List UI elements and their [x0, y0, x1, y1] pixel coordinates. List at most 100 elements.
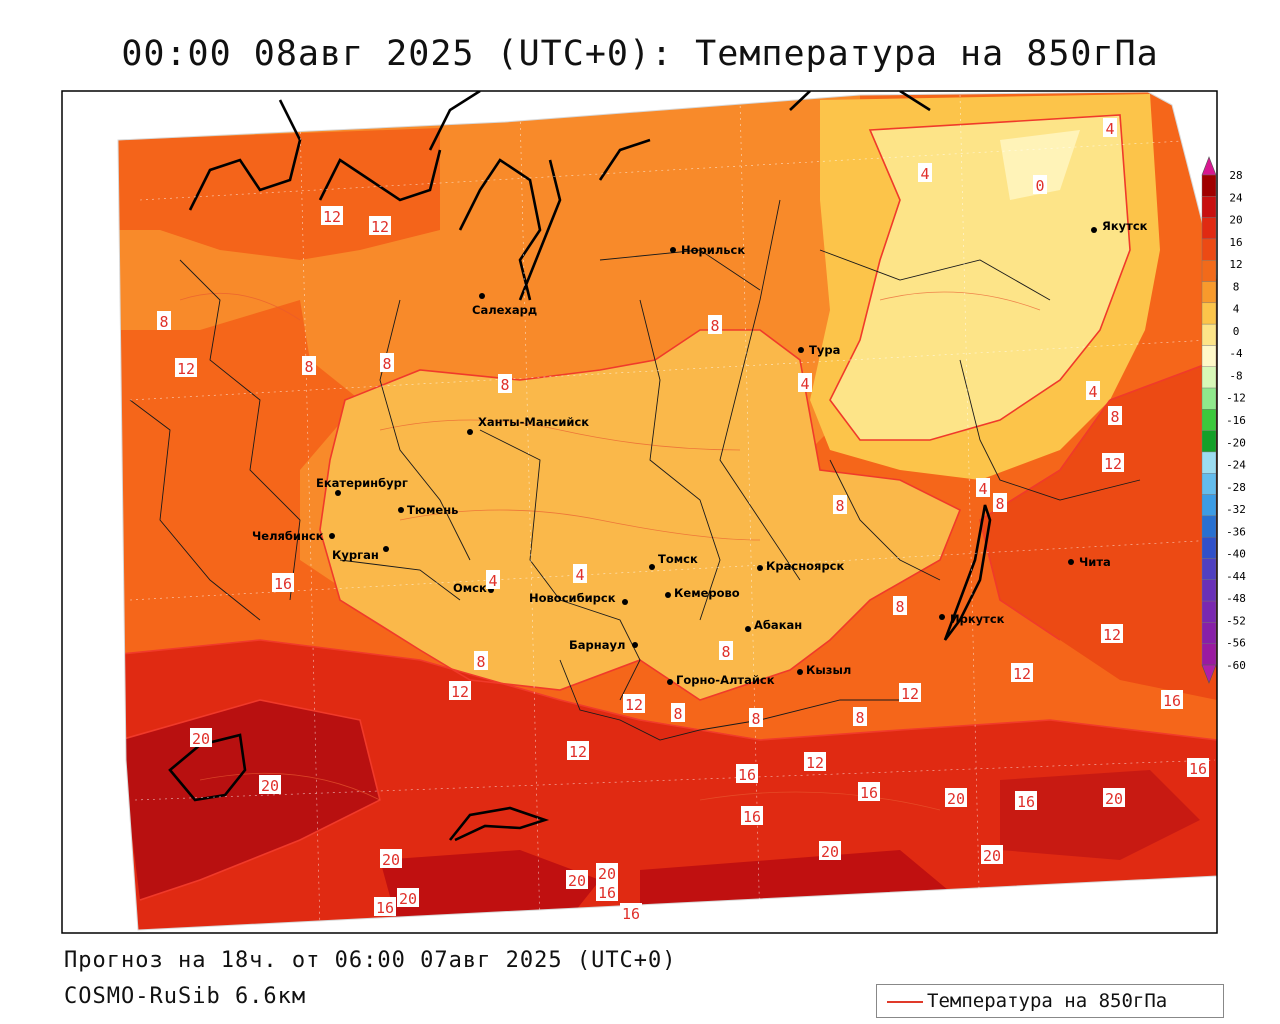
contour-label: 12 — [451, 683, 469, 701]
colorbar-swatch — [1201, 536, 1217, 559]
coastlines — [168, 91, 992, 842]
colorbar-swatch — [1201, 174, 1217, 197]
contour-label: 8 — [382, 355, 391, 373]
city-marker — [670, 247, 676, 253]
contour-label: 20 — [1105, 790, 1123, 808]
contour-label: 16 — [622, 905, 640, 923]
city-label: Салехард — [472, 303, 537, 317]
colorbar-tick-label: -20 — [1226, 436, 1246, 449]
colorbar-tick-label: 24 — [1229, 191, 1243, 204]
colorbar-tick-label: -40 — [1226, 548, 1246, 561]
colorbar-swatch — [1201, 281, 1217, 304]
contour-label: 12 — [569, 743, 587, 761]
city-marker — [329, 533, 335, 539]
contour-label: 20 — [568, 872, 586, 890]
colorbar-tick-label: 20 — [1229, 214, 1242, 227]
city-marker — [383, 546, 389, 552]
city-label: Якутск — [1102, 219, 1148, 233]
series-legend: Температура на 850гПа — [876, 984, 1224, 1018]
contour-label: 20 — [382, 851, 400, 869]
legend-label: Температура на 850гПа — [927, 990, 1168, 1012]
colorbar-legend: 28 24 20 16 12 8 4 0 -4 -8 -12 -16 -20 -24 -28 -32 -36 -4… — [1201, 156, 1246, 684]
city-marker — [939, 614, 945, 620]
contour-label: 12 — [625, 696, 643, 714]
contour-label: 12 — [323, 208, 341, 226]
city-label: Курган — [332, 548, 379, 562]
colorbar-swatch — [1201, 366, 1217, 389]
contour-label: 0 — [1035, 177, 1044, 195]
contour-label: 8 — [835, 497, 844, 515]
city-marker — [665, 592, 671, 598]
colorbar-tick-label: 4 — [1233, 303, 1240, 316]
colorbar-tick-label: -28 — [1226, 481, 1246, 494]
contour-label: 8 — [500, 376, 509, 394]
colorbar-swatch — [1201, 643, 1217, 666]
city-label: Екатеринбург — [316, 476, 408, 490]
contour-label: 12 — [901, 685, 919, 703]
city-layer: Норильск Якутск Салехард Тура Ханты-Мансийск… — [252, 219, 1148, 687]
contour-label: 16 — [1017, 793, 1035, 811]
contour-label: 8 — [751, 710, 760, 728]
city-label: Красноярск — [766, 559, 844, 573]
contour-label: 12 — [806, 754, 824, 772]
contour-label: 4 — [1105, 120, 1114, 138]
contour-label: 16 — [860, 784, 878, 802]
contour-label: 4 — [488, 572, 497, 590]
city-marker — [1068, 559, 1074, 565]
city-marker — [745, 626, 751, 632]
colorbar-swatch — [1201, 622, 1217, 644]
zone-0-4 — [830, 115, 1130, 440]
colorbar-tick-label: -60 — [1226, 659, 1246, 672]
map-frame — [61, 90, 1218, 934]
colorbar-tick-label: -36 — [1226, 525, 1246, 538]
contour-label: 8 — [673, 705, 682, 723]
colorbar-tick-label: -12 — [1226, 392, 1246, 405]
city-label: Иркутск — [950, 612, 1005, 626]
city-marker — [622, 599, 628, 605]
contour-label: 8 — [721, 643, 730, 661]
colorbar-tick-label: -4 — [1229, 347, 1243, 360]
contour-label: 20 — [983, 847, 1001, 865]
colorbar-tick-label: 28 — [1229, 169, 1242, 182]
city-label: Новосибирск — [529, 591, 616, 605]
contour-label: 20 — [947, 790, 965, 808]
colorbar-swatch — [1201, 579, 1217, 602]
city-label: Кызыл — [806, 663, 851, 677]
contour-label: 20 — [598, 865, 616, 883]
contour-label: 16 — [1189, 760, 1207, 778]
map-title: 00:00 08авг 2025 (UTC+0): Температура на… — [121, 34, 1159, 74]
colorbar-swatch — [1201, 323, 1217, 346]
region-borders — [129, 199, 1141, 741]
city-label: Кемерово — [674, 586, 740, 600]
colorbar-swatch — [1201, 558, 1217, 580]
contour-label: 8 — [304, 358, 313, 376]
city-label: Абакан — [754, 618, 802, 632]
contour-label: 12 — [1104, 455, 1122, 473]
contour-label: 16 — [1163, 692, 1181, 710]
city-marker — [335, 490, 341, 496]
model-name: COSMO-RuSib 6.6км — [64, 984, 307, 1009]
contour-label: 4 — [1088, 383, 1097, 401]
contour-label: 8 — [895, 598, 904, 616]
city-label: Тура — [809, 343, 840, 357]
contour-label: 16 — [274, 575, 292, 593]
contour-label: 12 — [371, 218, 389, 236]
colorbar-swatch — [1201, 430, 1217, 453]
contour-label: 8 — [710, 317, 719, 335]
city-label: Омск — [453, 581, 487, 595]
contour-label: 8 — [1110, 408, 1119, 426]
colorbar-swatch — [1201, 515, 1217, 538]
colorbar-tick-label: -52 — [1226, 614, 1246, 627]
city-marker — [667, 679, 673, 685]
legend-line-swatch — [887, 1001, 923, 1003]
city-label: Томск — [658, 552, 698, 566]
colorbar-tick-label: -8 — [1229, 369, 1242, 382]
city-label: Норильск — [681, 243, 745, 257]
colorbar-tick-label: -56 — [1226, 637, 1246, 650]
city-marker — [479, 293, 485, 299]
contour-label: 16 — [738, 766, 756, 784]
city-label: Челябинск — [252, 529, 324, 543]
colorbar-swatch — [1201, 196, 1217, 218]
city-marker — [398, 507, 404, 513]
